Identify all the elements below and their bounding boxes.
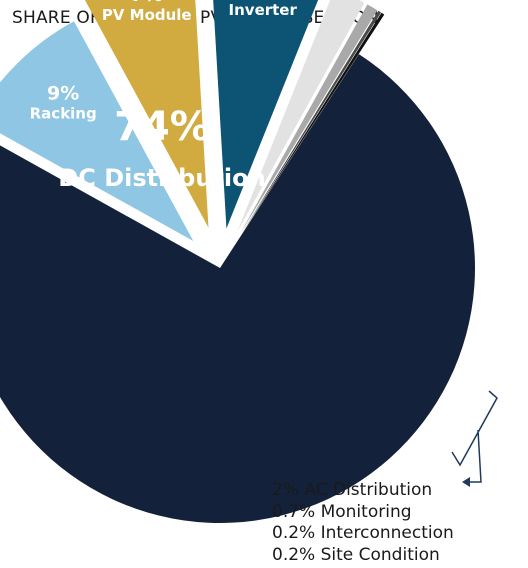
legend-item-ac-distribution: 2% AC Distribution — [272, 480, 433, 500]
slice-ac-distribution — [237, 0, 365, 232]
slice-inverter — [213, 0, 319, 229]
slice-dc-distribution — [0, 54, 475, 523]
small-slices-bracket — [451, 390, 498, 483]
slice-value-label-inverter: 7% — [247, 0, 279, 1]
slice-name-label-racking: Racking — [30, 104, 97, 122]
bracket-arrow-icon — [462, 477, 470, 487]
slice-value-label-dc-distribution: 74% — [114, 104, 210, 150]
legend-item-interconnection: 0.2% Interconnection — [272, 523, 454, 543]
slice-name-label-inverter: Inverter — [229, 1, 298, 19]
slice-name-label-dc-distribution: DC Distribution — [58, 164, 265, 192]
slice-pv-module — [84, 0, 209, 228]
small-slices-legend: 2% AC Distribution 0.7% Monitoring 0.2% … — [272, 480, 454, 566]
legend-item-monitoring: 0.7% Monitoring — [272, 501, 412, 522]
slice-value-label-pv-module: 7% — [131, 0, 163, 6]
legend-item-site-condition: 0.2% Site Condition — [272, 544, 440, 565]
slice-monitoring — [240, 4, 378, 234]
slice-name-label-pv-module: PV Module — [102, 6, 192, 24]
slice-value-label-racking: 9% — [47, 82, 79, 104]
slice-interconnection — [241, 10, 382, 235]
slice-site-condition — [241, 12, 385, 235]
slice-racking — [0, 21, 194, 241]
